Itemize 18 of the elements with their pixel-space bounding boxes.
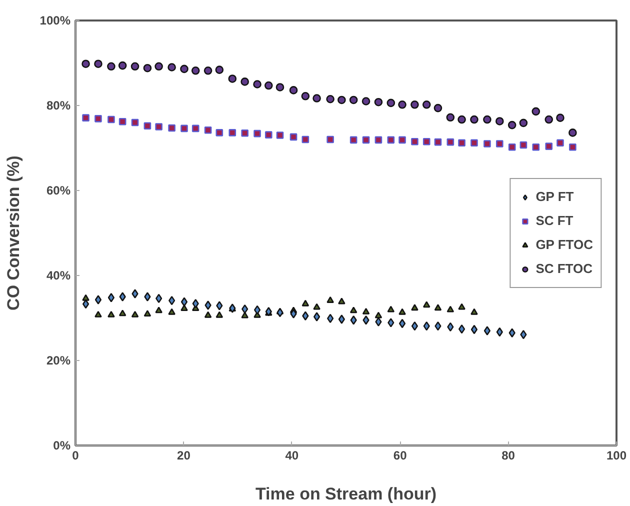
x-axis-title: Time on Stream (hour) <box>255 484 437 504</box>
x-tick-label: 80 <box>502 448 516 462</box>
y-tick-label: 0% <box>53 438 71 452</box>
x-tick-label: 100 <box>606 448 627 462</box>
legend-label: GP FTOC <box>536 237 593 252</box>
y-tick-label: 80% <box>46 98 71 112</box>
legend-label: GP FT <box>536 189 574 204</box>
x-tick-label: 20 <box>177 448 191 462</box>
x-tick-label: 40 <box>285 448 299 462</box>
y-tick-label: 100% <box>40 14 71 28</box>
y-tick-label: 60% <box>46 184 71 198</box>
y-tick-label: 40% <box>46 268 71 282</box>
y-axis-title: CO Conversion (%) <box>4 156 23 310</box>
legend-label: SC FTOC <box>536 261 593 276</box>
legend-label: SC FT <box>536 213 574 228</box>
y-tick-label: 20% <box>46 354 71 368</box>
x-tick-label: 0 <box>72 448 80 462</box>
x-tick-label: 60 <box>393 448 408 462</box>
